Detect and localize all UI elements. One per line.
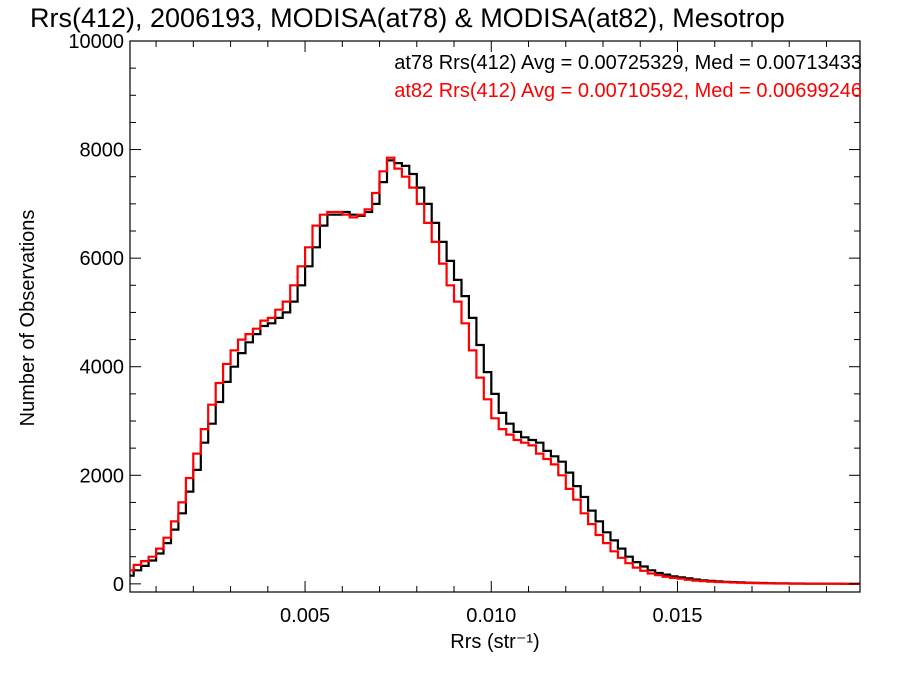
ticks-layer: 0.005 0.010 0.015 0 2000 4000 6000 8000 10000 xyxy=(68,31,860,627)
plot-frame xyxy=(129,40,861,593)
y-tick-label: 8000 xyxy=(80,140,125,162)
y-tick-label: 4000 xyxy=(80,357,125,379)
series-layer xyxy=(130,156,860,585)
series-line-at82 xyxy=(130,156,860,585)
x-tick-label: 0.015 xyxy=(652,605,702,627)
legend-entry-at82: at82 Rrs(412) Avg = 0.00710592, Med = 0.… xyxy=(394,80,862,102)
y-tick-label: 10000 xyxy=(68,31,124,53)
y-tick-label: 0 xyxy=(113,574,124,596)
legend-entry-at78: at78 Rrs(412) Avg = 0.00725329, Med = 0.… xyxy=(394,52,862,74)
x-axis-label: Rrs (str⁻¹) xyxy=(450,631,539,653)
plot-area xyxy=(129,40,861,593)
x-tick-label: 0.005 xyxy=(280,605,330,627)
y-tick-label: 6000 xyxy=(80,248,125,270)
chart-title: Rrs(412), 2006193, MODISA(at78) & MODISA… xyxy=(30,3,785,33)
y-axis-label: Number of Observations xyxy=(17,210,39,427)
series-line-at78 xyxy=(130,159,860,585)
x-tick-label: 0.010 xyxy=(466,605,516,627)
y-tick-label: 2000 xyxy=(80,465,125,487)
